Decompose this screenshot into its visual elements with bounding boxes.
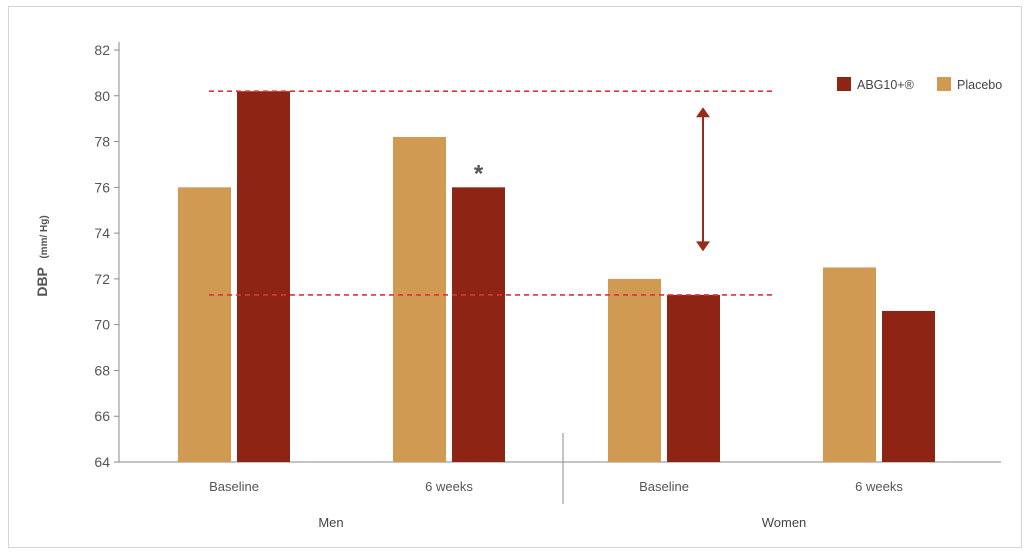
y-tick-label: 82 <box>94 42 110 58</box>
y-tick-label: 66 <box>94 408 110 424</box>
group-label-women: Women <box>762 515 807 530</box>
bar-placebo-1 <box>393 136 446 462</box>
y-tick-label: 70 <box>94 317 110 333</box>
x-tick-label: Baseline <box>209 479 259 494</box>
legend-swatch-abg <box>837 77 851 91</box>
difference-arrow <box>696 107 710 252</box>
bar-placebo-3 <box>823 267 876 462</box>
svg-text:DBP (mm/ Hg): DBP (mm/ Hg) <box>34 215 51 296</box>
dbp-bar-chart: 64 66 68 70 72 74 76 78 80 82 DBP (mm/ Hg) * Base… <box>34 42 1002 530</box>
x-tick-label: Baseline <box>639 479 689 494</box>
legend: ABG10+® Placebo <box>837 77 1002 92</box>
y-tick-label: 64 <box>94 454 110 470</box>
bar-abg-2 <box>667 294 720 462</box>
arrow-head-down <box>696 241 710 252</box>
y-axis-title: DBP (mm/ Hg) <box>34 215 51 296</box>
y-tick-label: 76 <box>94 179 110 195</box>
y-axis-unit: (mm/ Hg) <box>39 215 50 258</box>
legend-swatch-placebo <box>937 77 951 91</box>
bar-placebo-0 <box>178 187 231 463</box>
bar-abg-3 <box>882 310 935 462</box>
bar-abg-1 <box>452 187 505 463</box>
chart-frame: 64 66 68 70 72 74 76 78 80 82 DBP (mm/ Hg) * Base… <box>8 6 1022 548</box>
arrow-head-up <box>696 107 710 118</box>
y-tick-label: 72 <box>94 271 110 287</box>
bar-placebo-2 <box>608 278 661 462</box>
significance-asterisk: * <box>474 160 484 187</box>
y-tick-label: 78 <box>94 134 110 150</box>
legend-label-placebo: Placebo <box>957 78 1002 92</box>
y-axis-label: DBP <box>34 267 50 297</box>
group-label-men: Men <box>318 515 343 530</box>
bar-abg-0 <box>237 91 290 462</box>
y-tick-label: 74 <box>94 225 110 241</box>
y-tick-label: 68 <box>94 362 110 378</box>
x-tick-label: 6 weeks <box>855 479 903 494</box>
legend-label-abg: ABG10+® <box>857 78 915 92</box>
x-tick-label: 6 weeks <box>425 479 473 494</box>
y-tick-label: 80 <box>94 88 110 104</box>
